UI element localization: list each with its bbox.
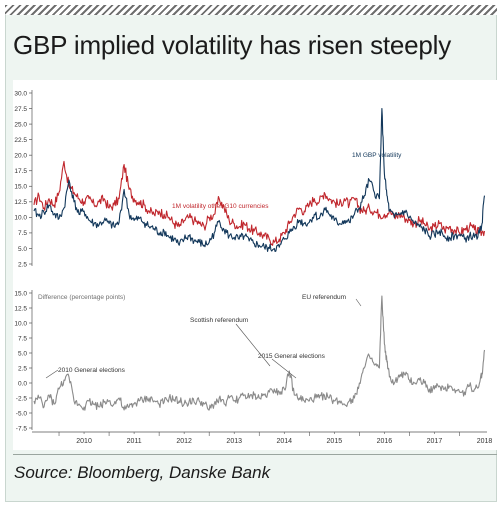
annotation-eu-referendum: EU referendum xyxy=(302,294,346,301)
top-y-tick-label: 10.0 xyxy=(14,215,27,222)
x-tick-label: 2010 xyxy=(76,438,92,445)
source-note: Source: Bloomberg, Danske Bank xyxy=(14,463,271,482)
annotation-2010-elections: 2010 General elections xyxy=(58,367,126,374)
top-y-tick-label: 5.0 xyxy=(18,246,27,253)
leader-eu-referendum xyxy=(355,298,362,307)
bottom-y-tick-label: 5.0 xyxy=(18,350,27,357)
series-layer xyxy=(33,107,486,411)
top-y-tick-label: 2.5 xyxy=(18,261,27,268)
plot-background xyxy=(13,80,498,450)
top-y-tick-label: 17.5 xyxy=(14,168,27,175)
bottom-y-tick-label: -2.5 xyxy=(16,395,28,402)
bottom-y-tick-label: 0.0 xyxy=(18,380,27,387)
bottom-y-tick-label: 15.0 xyxy=(14,290,27,297)
decorative-stripe xyxy=(5,5,497,15)
bottom-panel-y-axis: 15.0 12.5 10.0 7.5 5.0 2.5 0.0 -2.5 -5.0 -7.5 xyxy=(14,290,33,432)
top-y-tick-label: 7.5 xyxy=(18,230,27,237)
x-axis: 2010 2011 2012 2013 2014 2015 2016 2017 2018 xyxy=(32,431,493,445)
difference-axis-label: Difference (percentage points) xyxy=(38,294,125,301)
leader-2010-elections xyxy=(45,369,59,379)
bottom-y-tick-label: 10.0 xyxy=(14,320,27,327)
annotation-scottish-referendum: Scottish referendum xyxy=(190,317,248,324)
top-y-tick-label: 20.0 xyxy=(14,152,27,159)
leader-scottish-referendum xyxy=(235,323,271,367)
x-tick-label: 2015 xyxy=(327,438,343,445)
top-y-tick-label: 25.0 xyxy=(14,121,27,128)
top-y-tick-label: 22.5 xyxy=(14,137,27,144)
x-tick-label: 2013 xyxy=(226,438,242,445)
top-y-tick-label: 15.0 xyxy=(14,184,27,191)
x-tick-label: 2014 xyxy=(276,438,292,445)
top-y-tick-label: 12.5 xyxy=(14,199,27,206)
source-rule xyxy=(13,454,497,455)
annotation-layer: 1M GBP volatility 1M volatility other G10… xyxy=(45,152,402,379)
annotation-2015-elections: 2015 General elections xyxy=(258,353,326,360)
top-y-tick-label: 30.0 xyxy=(14,90,27,97)
bottom-y-tick-label: 7.5 xyxy=(18,335,27,342)
x-tick-label: 2018 xyxy=(477,438,493,445)
x-tick-label: 2017 xyxy=(427,438,443,445)
top-y-tick-label: 27.5 xyxy=(14,106,27,113)
series-line-gbp-volatility xyxy=(33,107,486,253)
chart-title: GBP implied volatility has risen steeply xyxy=(13,30,452,60)
x-tick-label: 2012 xyxy=(176,438,192,445)
x-tick-label: 2016 xyxy=(377,438,393,445)
leader-2015-elections xyxy=(271,358,297,379)
top-panel-y-axis: 30.0 27.5 25.0 22.5 20.0 17.5 15.0 12.5 10.0 7.5 5… xyxy=(14,90,33,268)
bottom-y-tick-label: -7.5 xyxy=(16,425,28,432)
series-line-difference xyxy=(33,295,486,411)
bottom-y-tick-label: 2.5 xyxy=(18,365,27,372)
bottom-y-tick-label: 12.5 xyxy=(14,305,27,312)
bottom-y-tick-label: -5.0 xyxy=(16,410,28,417)
series-line-g10-volatility xyxy=(33,160,486,246)
annotation-gbp-volatility: 1M GBP volatility xyxy=(352,152,402,159)
annotation-g10-volatility: 1M volatility other G10 currencies xyxy=(172,203,269,210)
x-tick-label: 2011 xyxy=(127,438,142,445)
